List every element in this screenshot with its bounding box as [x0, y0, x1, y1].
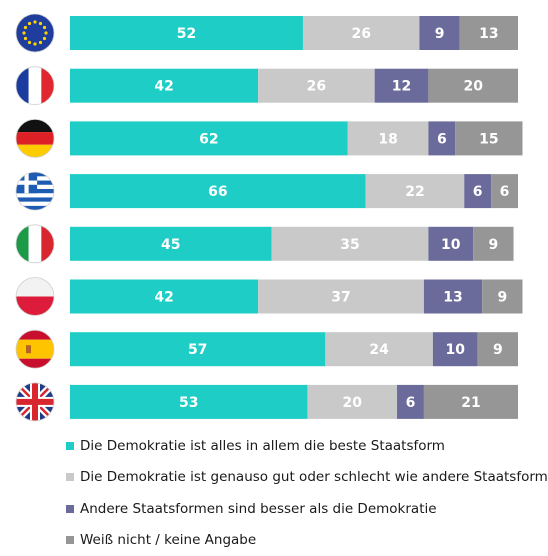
legend-swatch-beste — [66, 442, 74, 450]
poland-flag-icon — [16, 278, 54, 316]
legend-swatch-andere — [66, 505, 74, 513]
data-label-andere-4: 10 — [441, 237, 461, 253]
legend-item-beste: Die Demokratie ist alles in allem die be… — [66, 430, 546, 462]
data-label-beste-4: 45 — [161, 237, 180, 253]
data-label-beste-2: 62 — [199, 131, 218, 147]
data-label-genauso-7: 20 — [342, 395, 362, 411]
data-label-andere-3: 6 — [473, 184, 483, 200]
spain-flag-icon — [16, 330, 54, 368]
legend-swatch-genauso — [66, 473, 74, 481]
data-label-beste-1: 42 — [154, 79, 173, 95]
data-label-genauso-6: 24 — [369, 342, 389, 358]
legend-item-genauso: Die Demokratie ist genauso gut oder schl… — [66, 462, 546, 494]
uk-flag-icon — [16, 383, 54, 421]
data-label-genauso-4: 35 — [340, 237, 359, 253]
data-label-weiss-6: 9 — [493, 342, 503, 358]
data-label-genauso-1: 26 — [307, 79, 326, 95]
data-label-beste-6: 57 — [188, 342, 207, 358]
data-label-genauso-2: 18 — [378, 131, 397, 147]
data-label-beste-5: 42 — [154, 290, 173, 306]
legend-label-beste: Die Demokratie ist alles in allem die be… — [80, 438, 445, 454]
greece-flag-icon — [16, 172, 54, 210]
data-label-andere-0: 9 — [435, 26, 445, 42]
data-label-beste-0: 52 — [177, 26, 196, 42]
data-label-weiss-4: 9 — [488, 237, 498, 253]
data-label-beste-7: 53 — [179, 395, 198, 411]
data-label-andere-7: 6 — [406, 395, 416, 411]
data-label-genauso-5: 37 — [331, 290, 350, 306]
data-label-andere-2: 6 — [437, 131, 447, 147]
legend-label-weiss: Weiß nicht / keine Angabe — [80, 532, 256, 548]
data-label-genauso-3: 22 — [405, 184, 424, 200]
italy-flag-icon — [16, 225, 54, 263]
data-label-beste-3: 66 — [208, 184, 227, 200]
germany-flag-icon — [16, 119, 54, 157]
data-label-genauso-0: 26 — [351, 26, 370, 42]
legend-item-andere: Andere Staatsformen sind besser als die … — [66, 493, 546, 525]
legend: Die Demokratie ist alles in allem die be… — [66, 430, 546, 556]
legend-item-weiss: Weiß nicht / keine Angabe — [66, 525, 546, 556]
data-label-andere-5: 13 — [443, 290, 462, 306]
legend-label-genauso: Die Demokratie ist genauso gut oder schl… — [80, 469, 548, 485]
data-label-weiss-3: 6 — [500, 184, 510, 200]
data-label-weiss-2: 15 — [479, 131, 498, 147]
data-label-weiss-7: 21 — [461, 395, 480, 411]
eu-flag-icon — [16, 14, 54, 52]
data-label-andere-1: 12 — [392, 79, 411, 95]
legend-label-andere: Andere Staatsformen sind besser als die … — [80, 501, 437, 517]
france-flag-icon — [16, 67, 54, 105]
data-label-weiss-1: 20 — [463, 79, 483, 95]
data-label-andere-6: 10 — [446, 342, 466, 358]
data-label-weiss-5: 9 — [497, 290, 507, 306]
legend-swatch-weiss — [66, 536, 74, 544]
data-label-weiss-0: 13 — [479, 26, 498, 42]
